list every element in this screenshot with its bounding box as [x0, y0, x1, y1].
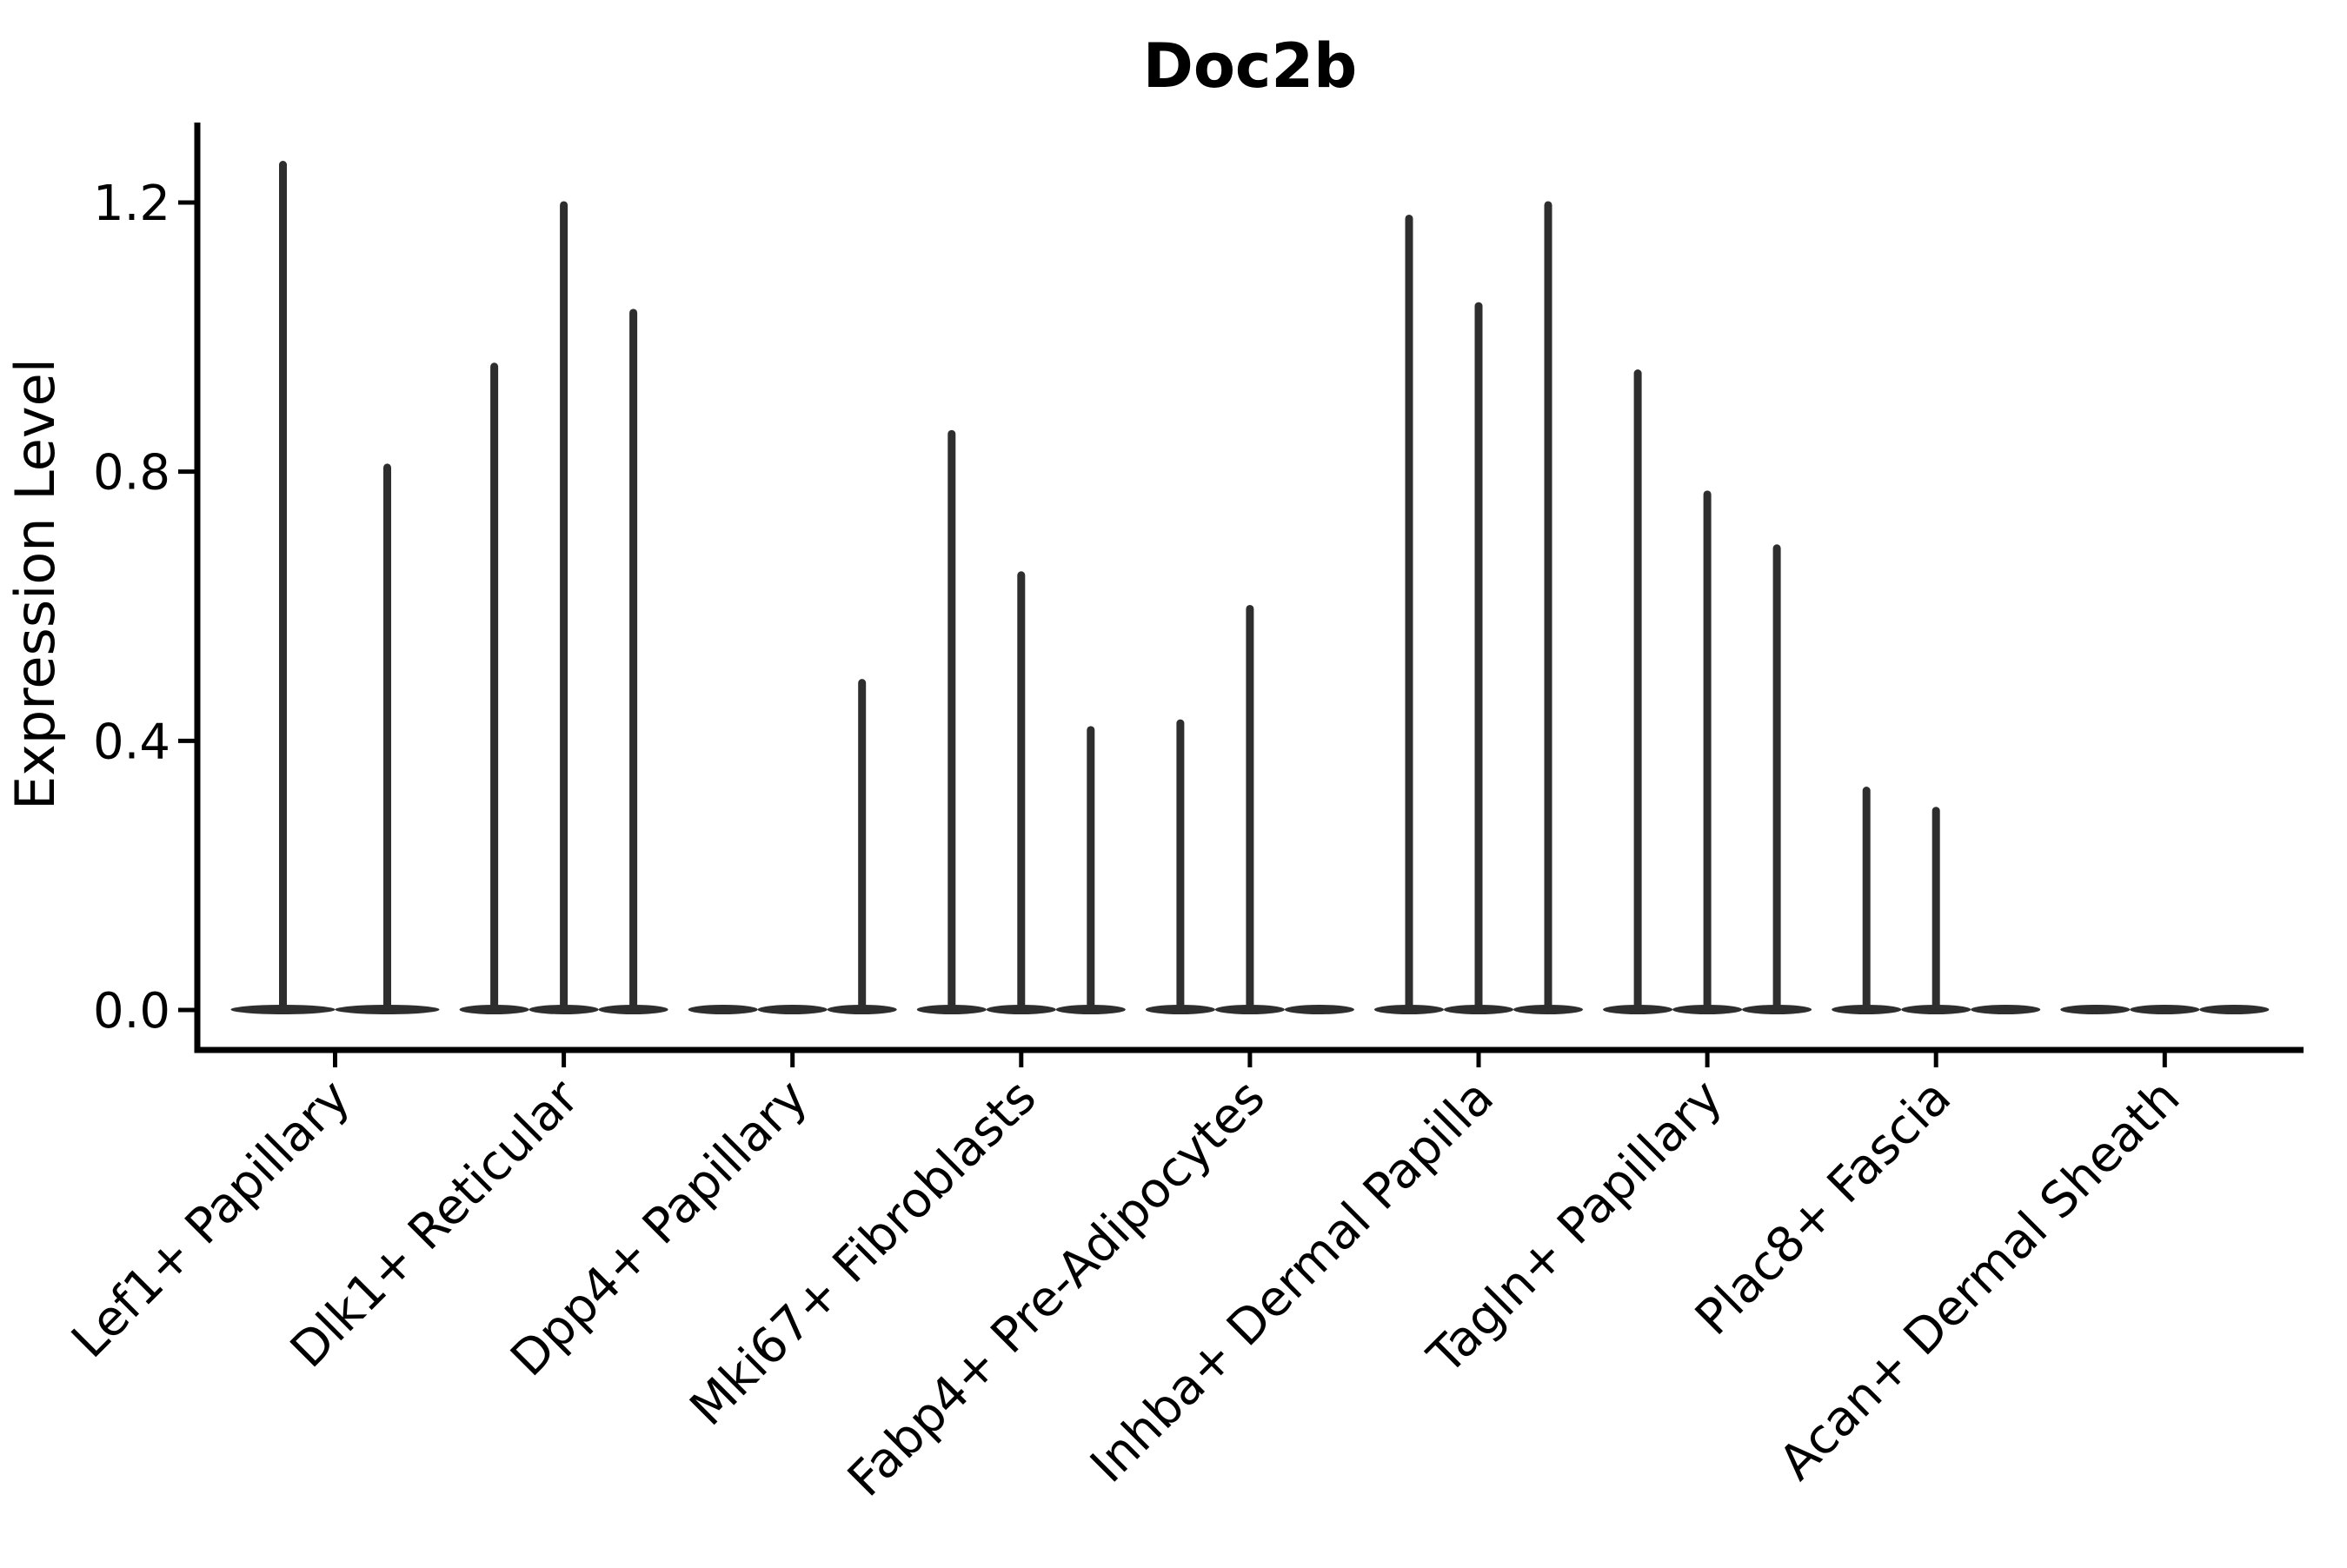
y-tick-label: 0.0	[93, 983, 170, 1040]
violin-base	[2199, 1005, 2270, 1014]
y-tick-label: 1.2	[93, 176, 170, 232]
violin-base	[757, 1005, 828, 1014]
violin-base	[688, 1005, 758, 1014]
violin-base	[2060, 1005, 2131, 1014]
y-tick-label: 0.8	[93, 445, 170, 502]
violin-base	[2130, 1005, 2200, 1014]
violin-base	[1284, 1005, 1354, 1014]
violin-base	[1971, 1005, 2041, 1014]
y-tick-label: 0.4	[93, 714, 170, 770]
x-tick-label: Inhba+ Dermal Papilla	[1080, 1069, 1505, 1494]
y-axis-label: Expression Level	[3, 358, 67, 810]
x-tick-label: Fabp4+ Pre-Adipocytes	[837, 1069, 1276, 1508]
chart-title: Doc2b	[1143, 30, 1358, 102]
x-tick-label: Acan+ Dermal Sheath	[1769, 1069, 2191, 1492]
